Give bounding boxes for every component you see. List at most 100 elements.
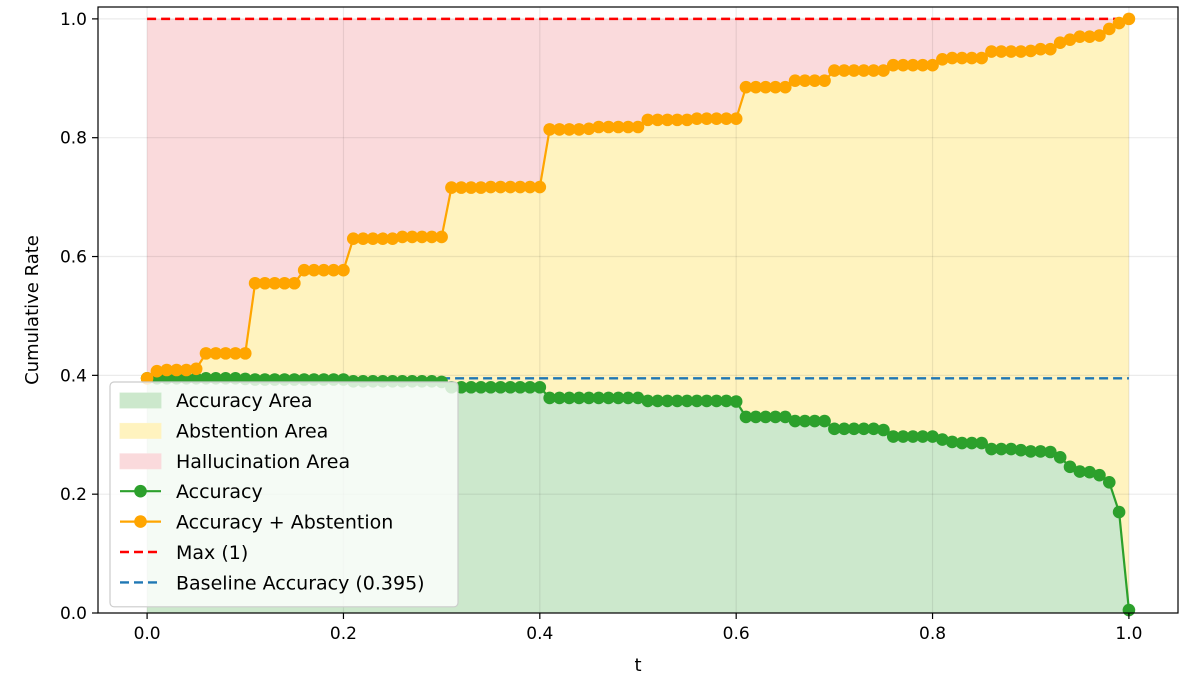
accuracy-abstention-point (847, 64, 861, 77)
accuracy-point (828, 422, 841, 436)
legend: Accuracy Area Abstention Area Hallucinatio… (109, 381, 459, 608)
accuracy-abstention-point (906, 58, 920, 72)
accuracy-abstention-point (680, 113, 694, 127)
accuracy-abstention-point (268, 276, 282, 290)
legend-label: Accuracy Area (176, 390, 313, 412)
accuracy-abstention-point (160, 363, 174, 377)
accuracy-abstention-point (720, 112, 733, 125)
accuracy-abstention-point (798, 74, 812, 87)
accuracy-abstention-point (543, 123, 556, 136)
legend-swatch (119, 422, 162, 439)
accuracy-abstention-point (523, 180, 537, 194)
accuracy-point (543, 391, 556, 405)
accuracy-abstention-point (297, 263, 311, 277)
accuracy-abstention-point (1073, 30, 1087, 44)
legend-swatch-marker (134, 484, 147, 498)
accuracy-point (1073, 465, 1087, 478)
accuracy-abstention-point (1004, 45, 1018, 58)
accuracy-abstention-point (1112, 16, 1126, 30)
accuracy-point (975, 436, 988, 450)
accuracy-abstention-point (435, 230, 448, 244)
legend-label: Hallucination Area (176, 451, 350, 473)
accuracy-abstention-point (425, 230, 439, 244)
accuracy-point (886, 430, 900, 443)
accuracy-point (562, 391, 576, 405)
accuracy-abstention-point (572, 123, 586, 136)
accuracy-abstention-point (1063, 33, 1077, 46)
accuracy-abstention-point (199, 347, 213, 360)
accuracy-abstention-point (867, 64, 880, 77)
accuracy-point (1034, 445, 1047, 458)
accuracy-point (739, 410, 753, 424)
accuracy-abstention-point (170, 363, 183, 377)
accuracy-abstention-point (553, 123, 566, 136)
accuracy-point (700, 394, 714, 408)
accuracy-abstention-point (985, 45, 998, 58)
axes-frame (97, 6, 1179, 614)
accuracy-abstention-point (356, 232, 370, 246)
accuracy-point (877, 423, 890, 437)
accuracy-point (867, 422, 880, 436)
accuracy-abstention-point (1014, 45, 1028, 58)
accuracy-abstention-point (474, 181, 488, 194)
accuracy-abstention-point (965, 51, 979, 65)
legend-label: Abstention Area (176, 420, 328, 442)
accuracy-point (484, 380, 498, 394)
accuracy-abstention-point (631, 120, 645, 134)
accuracy-point (808, 414, 822, 428)
accuracy-point (533, 380, 547, 394)
accuracy-point (651, 394, 664, 408)
accuracy-abstention-point (533, 180, 547, 194)
accuracy-abstention-point (994, 45, 1008, 58)
accuracy-abstention-point (307, 263, 321, 277)
legend-swatch (119, 453, 162, 470)
accuracy-abstention-point (926, 58, 939, 72)
accuracy-point (621, 391, 635, 405)
accuracy-abstention-point (376, 232, 390, 246)
accuracy-abstention-point (219, 347, 232, 360)
accuracy-point (896, 430, 910, 443)
accuracy-point (759, 410, 772, 424)
accuracy-abstention-point (337, 263, 350, 277)
legend-label: Accuracy + Abstention (176, 512, 393, 534)
accuracy-point (857, 422, 871, 436)
x-axis-label: t (634, 655, 641, 676)
accuracy-abstention-point (955, 51, 969, 65)
accuracy-point (670, 394, 684, 408)
accuracy-point (788, 414, 802, 428)
accuracy-point (523, 380, 537, 394)
accuracy-abstention-point (945, 51, 959, 65)
accuracy-abstention-point (1053, 36, 1067, 49)
legend-swatch-marker (134, 515, 147, 528)
accuracy-abstention-point (189, 362, 203, 376)
accuracy-abstention-point (562, 123, 576, 136)
accuracy-point (1083, 465, 1096, 479)
accuracy-abstention-point (602, 120, 615, 134)
accuracy-point (504, 380, 517, 394)
accuracy-point (1014, 443, 1028, 457)
accuracy-abstention-point (788, 74, 802, 87)
accuracy-abstention-point (661, 113, 674, 127)
accuracy-point (1112, 505, 1126, 519)
accuracy-point (945, 435, 959, 449)
accuracy-abstention-point (1122, 12, 1136, 26)
accuracy-abstention-point (936, 52, 949, 66)
y-tick-label: 0.6 (60, 248, 87, 268)
accuracy-point (847, 422, 861, 436)
accuracy-point (926, 430, 939, 443)
x-tick-label: 1.0 (1115, 624, 1142, 644)
accuracy-abstention-point (621, 120, 635, 134)
accuracy-point (818, 414, 831, 428)
accuracy-point (602, 391, 615, 405)
y-tick-label: 0.0 (60, 604, 87, 624)
accuracy-abstention-point (818, 74, 831, 87)
accuracy-abstention-point (896, 58, 910, 72)
accuracy-abstention-point (808, 74, 822, 87)
accuracy-abstention-point (396, 230, 409, 244)
accuracy-abstention-point (690, 112, 704, 125)
accuracy-abstention-point (445, 181, 458, 194)
x-tick-label: 0.4 (526, 624, 553, 644)
accuracy-abstention-point (229, 347, 242, 360)
accuracy-point (513, 380, 527, 394)
